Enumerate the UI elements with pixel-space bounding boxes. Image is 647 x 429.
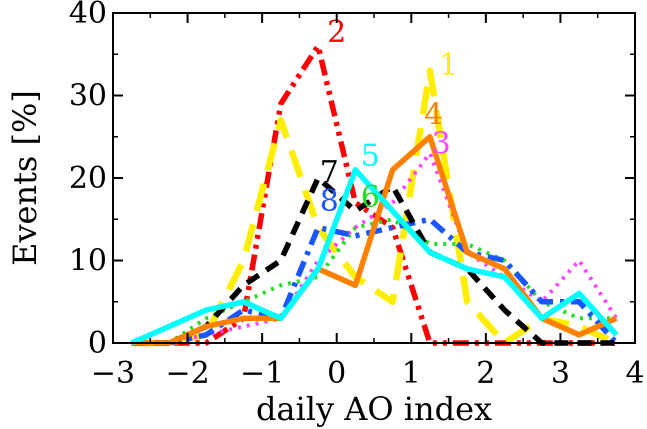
plot-frame bbox=[112, 12, 636, 344]
series-line-7 bbox=[131, 175, 617, 346]
series-label-layer: 1 2 34 5 678 bbox=[320, 15, 458, 219]
series-label-7: 7 bbox=[320, 155, 339, 190]
y-tick-label: 40 bbox=[69, 0, 107, 31]
series-label-8: 8 bbox=[320, 184, 339, 219]
series-label-2: 2 bbox=[327, 15, 346, 50]
y-tick-label: 20 bbox=[69, 161, 107, 196]
series-label-3: 3 bbox=[432, 126, 451, 161]
x-axis-title: daily AO index bbox=[256, 390, 492, 428]
series-label-6: 6 bbox=[361, 180, 380, 215]
x-tick-label: −3 bbox=[91, 356, 135, 391]
x-tick-label: 2 bbox=[476, 356, 495, 391]
x-tick-label: 0 bbox=[327, 356, 346, 391]
x-tick-label: 3 bbox=[551, 356, 570, 391]
series-label-1: 1 bbox=[439, 48, 458, 83]
series-label-4: 4 bbox=[424, 97, 443, 132]
x-tick-label: −1 bbox=[240, 356, 284, 391]
series-line-5 bbox=[130, 167, 619, 346]
y-tick-label: 0 bbox=[88, 326, 107, 361]
x-tick-label: 4 bbox=[625, 356, 644, 391]
y-axis-title: Events [%] bbox=[6, 90, 44, 266]
series-label-5: 5 bbox=[361, 139, 380, 174]
y-tick-label: 30 bbox=[69, 79, 107, 114]
x-tick-label: 1 bbox=[402, 356, 421, 391]
series-layer bbox=[130, 43, 619, 347]
x-tick-label: −2 bbox=[165, 356, 209, 391]
series-line-2 bbox=[131, 43, 617, 346]
y-tick-label: 10 bbox=[69, 244, 107, 279]
